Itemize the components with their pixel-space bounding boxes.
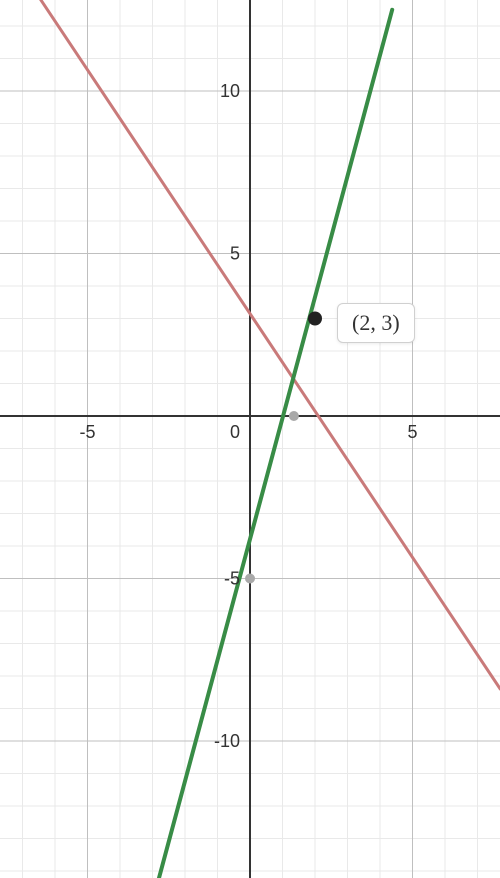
y-tick-label: -10 (214, 731, 240, 751)
gray-point-1 (289, 411, 299, 421)
chart-svg: -5 5 -10 -5 5 10 0 (0, 0, 500, 878)
origin-label: 0 (230, 422, 240, 442)
y-tick-label: 5 (230, 244, 240, 264)
x-tick-label: -5 (79, 422, 95, 442)
y-tick-label: -5 (224, 569, 240, 589)
x-tick-label: 5 (407, 422, 417, 442)
intersection-point (308, 312, 322, 326)
intersection-label: (2, 3) (337, 303, 415, 343)
y-tick-label: 10 (220, 81, 240, 101)
gray-point-2 (245, 574, 255, 584)
coordinate-plane: -5 5 -10 -5 5 10 0 (2, 3) (0, 0, 500, 878)
